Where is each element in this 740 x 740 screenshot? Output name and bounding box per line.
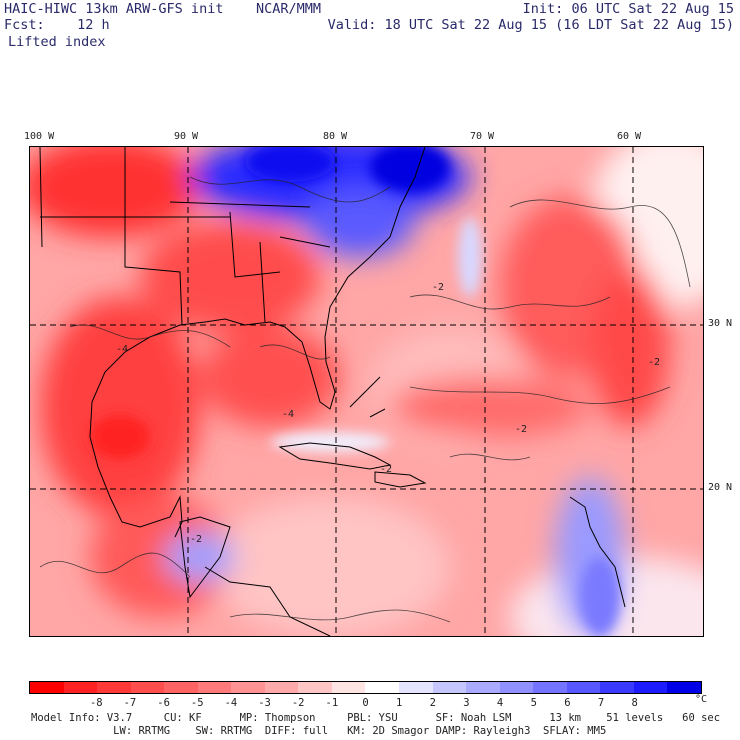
lon-label-70w: 70 W — [470, 131, 495, 142]
colorbar-tick-label: 4 — [496, 697, 504, 709]
colorbar-segment — [633, 682, 668, 693]
colorbar-tick-label: -6 — [157, 697, 170, 709]
lat-label-30n: 30 N — [708, 318, 733, 329]
colorbar-tick-label: -4 — [224, 697, 238, 709]
colorbar-tick-label: 5 — [530, 697, 537, 709]
colorbar-tick-label: -5 — [190, 697, 204, 709]
model-info-line-1: Model Info: V3.7 CU: KF MP: Thompson PBL… — [31, 712, 721, 724]
colorbar-tick-label: 8 — [631, 697, 638, 709]
colorbar-unit: °C — [695, 694, 708, 705]
contour-label: -2 — [380, 464, 392, 475]
colorbar-tick-label: 1 — [395, 697, 403, 709]
colorbar-segment — [466, 682, 500, 693]
contour-label: -4 — [282, 409, 294, 420]
colorbar-tick-label: -2 — [291, 697, 305, 709]
colorbar-segment — [600, 682, 634, 693]
colorbar-segment — [231, 682, 265, 693]
colorbar-tick-label: -7 — [123, 697, 137, 709]
colorbar-tick-label: -1 — [325, 697, 339, 709]
colorbar-segment — [499, 682, 534, 693]
contour-label: -2 — [648, 357, 660, 368]
lon-label-100w: 100 W — [24, 131, 55, 142]
init-time: Init: 06 UTC Sat 22 Aug 15 — [522, 1, 734, 17]
valid-time: Valid: 18 UTC Sat 22 Aug 15 (16 LDT Sat … — [327, 17, 734, 33]
contour-label: -2 — [432, 282, 444, 293]
contour-label: -4 — [116, 344, 128, 355]
model-info-line-2: LW: RRTMG SW: RRTMG DIFF: full KM: 2D Sm… — [31, 725, 607, 737]
lon-label-60w: 60 W — [617, 131, 642, 142]
lifted-index-map: -2 -2 -2 -2 -4 -4 -2 — [29, 146, 704, 637]
colorbar-tick-label: 6 — [564, 697, 571, 709]
contour-label: -2 — [515, 424, 527, 435]
colorbar-segment — [97, 682, 131, 693]
colorbar-tick-label: -8 — [89, 697, 103, 709]
lat-label-20n: 20 N — [708, 482, 733, 493]
colorbar-segment — [533, 682, 567, 693]
colorbar — [29, 681, 702, 694]
colorbar-segment — [197, 682, 232, 693]
colorbar-segment — [667, 682, 701, 693]
lon-label-80w: 80 W — [323, 131, 348, 142]
lon-label-90w: 90 W — [174, 131, 199, 142]
field-name: Lifted index — [8, 34, 106, 50]
colorbar-tick-label: 2 — [429, 697, 436, 709]
colorbar-tick-label: 3 — [463, 697, 470, 709]
colorbar-tick-label: 7 — [597, 697, 605, 709]
model-title: HAIC-HIWC 13km ARW-GFS init NCAR/MMM — [4, 1, 321, 17]
colorbar-segment — [164, 682, 198, 693]
colorbar-segment — [365, 682, 400, 693]
contour-label: -2 — [190, 534, 202, 545]
colorbar-segment — [130, 682, 165, 693]
colorbar-tick-label: 0 — [362, 697, 369, 709]
colorbar-segment — [566, 682, 601, 693]
colorbar-segment — [298, 682, 332, 693]
colorbar-segment — [432, 682, 467, 693]
colorbar-segment — [63, 682, 98, 693]
colorbar-segment — [331, 682, 366, 693]
colorbar-segment — [399, 682, 433, 693]
colorbar-tick-label: -3 — [258, 697, 271, 709]
forecast-hour: Fcst: 12 h — [4, 17, 110, 33]
colorbar-segment — [30, 682, 64, 693]
colorbar-segment — [264, 682, 299, 693]
